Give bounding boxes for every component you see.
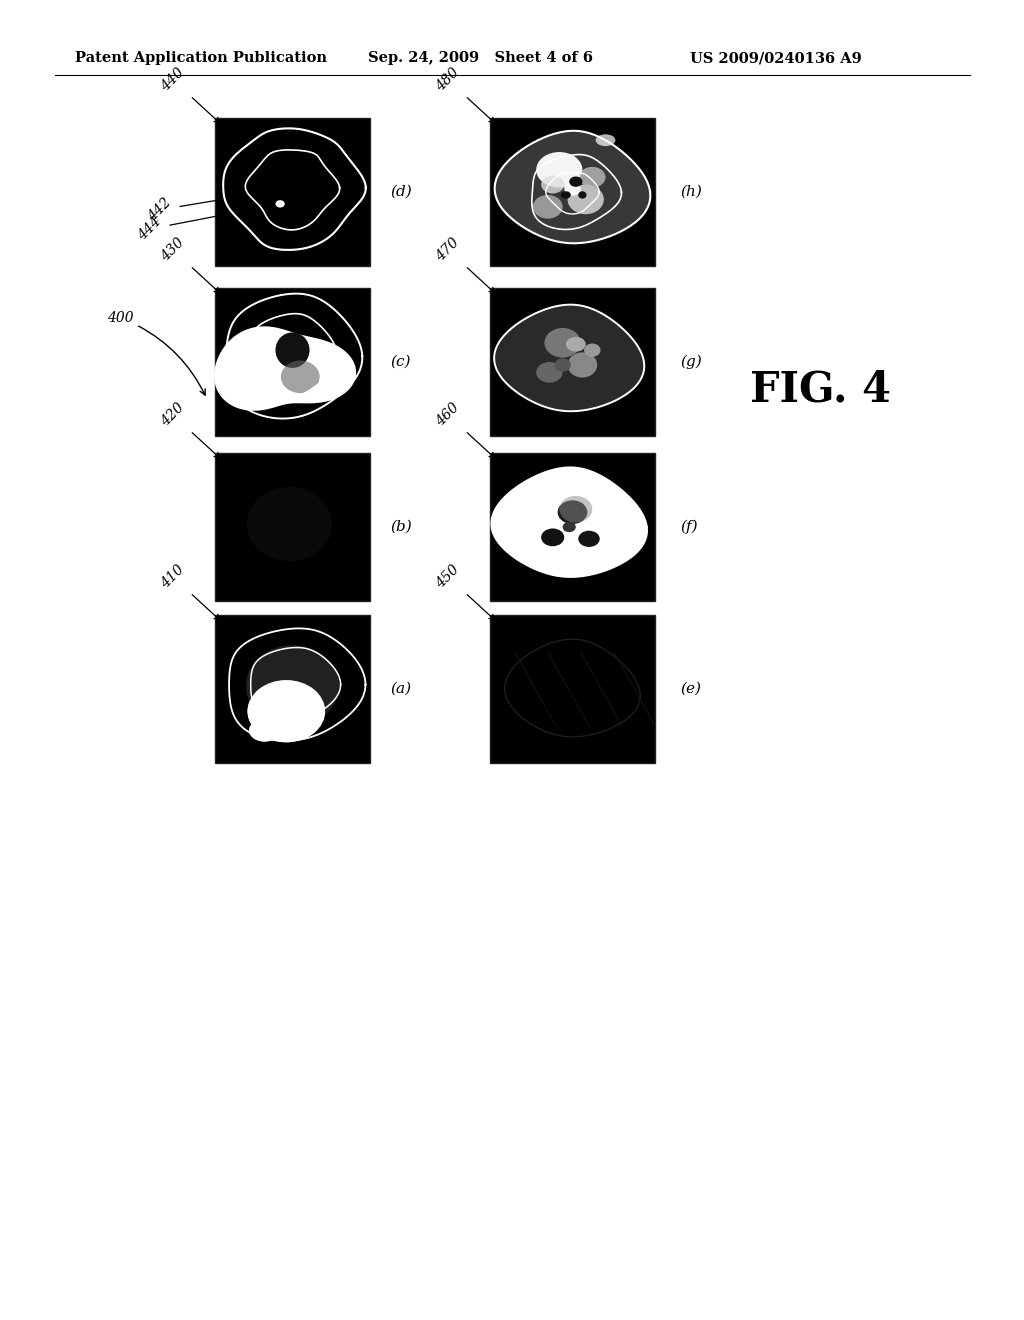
Text: Patent Application Publication: Patent Application Publication: [75, 51, 327, 65]
Polygon shape: [492, 467, 647, 577]
Ellipse shape: [249, 719, 281, 742]
Text: (h): (h): [680, 185, 701, 199]
Ellipse shape: [569, 177, 583, 187]
Ellipse shape: [281, 360, 319, 393]
Polygon shape: [214, 326, 356, 411]
Bar: [490, 288, 655, 436]
Text: 450: 450: [433, 562, 495, 620]
Bar: [215, 615, 370, 763]
Text: 470: 470: [433, 236, 495, 293]
Text: (e): (e): [680, 682, 701, 696]
Ellipse shape: [275, 201, 285, 207]
Text: 420: 420: [159, 401, 220, 458]
Text: 430: 430: [159, 236, 220, 293]
Bar: [215, 288, 370, 436]
Ellipse shape: [584, 343, 600, 356]
Ellipse shape: [554, 358, 570, 372]
Ellipse shape: [558, 500, 588, 524]
Text: FIG. 4: FIG. 4: [750, 370, 891, 411]
Text: Sep. 24, 2009   Sheet 4 of 6: Sep. 24, 2009 Sheet 4 of 6: [368, 51, 593, 65]
Ellipse shape: [562, 521, 575, 532]
Ellipse shape: [246, 645, 339, 727]
Ellipse shape: [545, 327, 581, 358]
Ellipse shape: [532, 195, 562, 219]
Bar: [215, 117, 370, 267]
Ellipse shape: [561, 191, 570, 199]
Text: (a): (a): [390, 682, 411, 696]
Ellipse shape: [541, 528, 564, 546]
Text: 460: 460: [433, 401, 495, 458]
Text: 410: 410: [159, 562, 220, 620]
Bar: [490, 453, 655, 601]
Ellipse shape: [564, 182, 581, 195]
Ellipse shape: [260, 536, 269, 543]
Ellipse shape: [541, 176, 564, 194]
Text: (g): (g): [680, 355, 701, 370]
Ellipse shape: [579, 191, 587, 199]
Ellipse shape: [580, 166, 605, 187]
Ellipse shape: [248, 680, 325, 742]
Ellipse shape: [537, 362, 562, 383]
Polygon shape: [495, 305, 644, 412]
Bar: [490, 615, 655, 763]
Ellipse shape: [537, 152, 583, 187]
Text: 442: 442: [145, 191, 263, 224]
Ellipse shape: [567, 185, 604, 214]
Bar: [490, 117, 655, 267]
Ellipse shape: [566, 337, 586, 351]
Text: (c): (c): [390, 355, 411, 370]
Text: (d): (d): [390, 185, 412, 199]
Text: 400: 400: [106, 310, 205, 395]
Ellipse shape: [559, 496, 592, 523]
Text: US 2009/0240136 A9: US 2009/0240136 A9: [690, 51, 862, 65]
Ellipse shape: [249, 719, 281, 742]
Ellipse shape: [275, 333, 309, 368]
Bar: [215, 453, 370, 601]
Text: (b): (b): [390, 520, 412, 535]
Text: 440: 440: [159, 66, 220, 123]
Text: (f): (f): [680, 520, 697, 535]
Polygon shape: [495, 131, 650, 243]
Ellipse shape: [247, 487, 332, 561]
Ellipse shape: [248, 680, 325, 742]
Ellipse shape: [567, 352, 597, 378]
Text: 480: 480: [433, 66, 495, 123]
Ellipse shape: [596, 135, 615, 147]
Text: 444: 444: [135, 206, 261, 243]
Ellipse shape: [579, 531, 600, 546]
